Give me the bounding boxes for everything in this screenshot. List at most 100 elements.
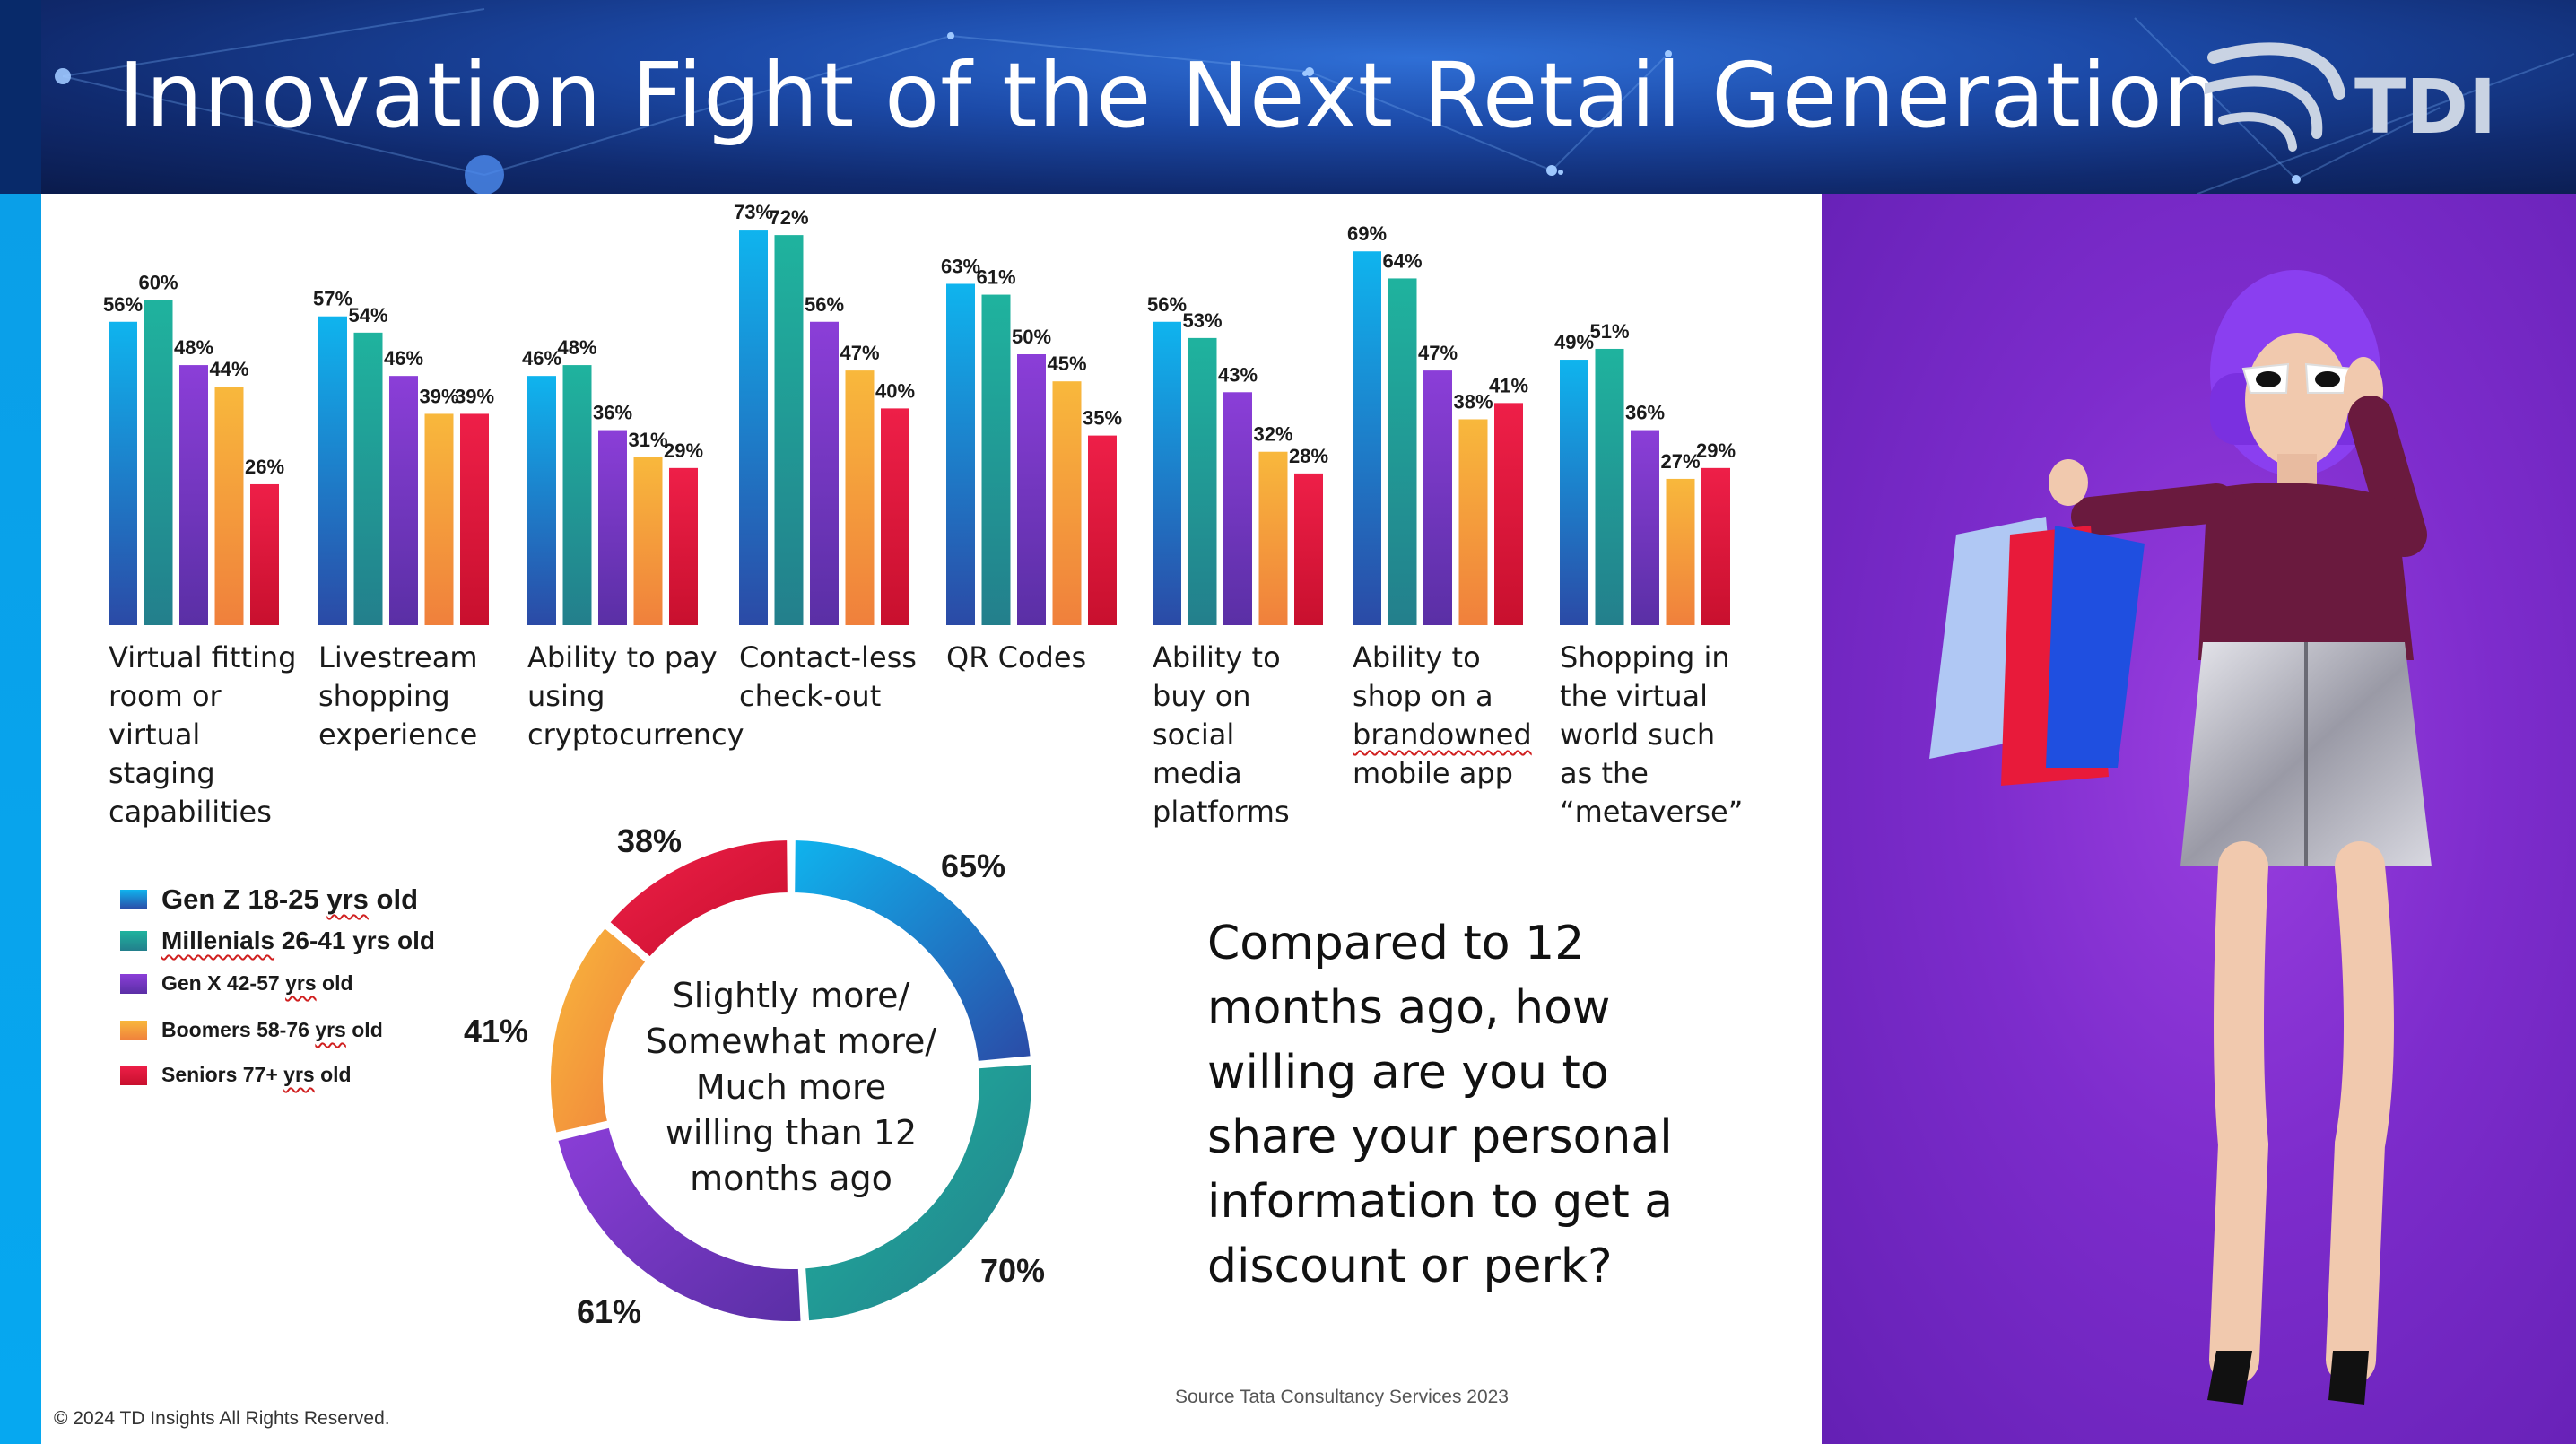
header-banner: Innovation Fight of the Next Retail Gene… [0, 0, 2576, 194]
bar-genz-6 [1353, 251, 1381, 625]
bar-boomers-4 [1052, 381, 1082, 625]
bar-value-label: 72% [769, 206, 808, 229]
category-label: Ability to pay using cryptocurrency [527, 639, 744, 754]
bar-seniors-7 [1701, 467, 1730, 625]
legend-item-genz: Gen Z 18-25 yrs old [120, 883, 418, 916]
bar-millenials-2 [562, 365, 592, 625]
category-label-line: virtual [109, 718, 201, 752]
category-label-line: QR Codes [946, 640, 1087, 674]
legend-item-boomers: Boomers 58-76 yrs old [120, 1018, 383, 1042]
category-label-line: Contact-less [739, 640, 917, 674]
donut-slice-seniors [605, 836, 791, 961]
bar-value-label: 56% [805, 293, 844, 316]
bar-value-label: 69% [1347, 222, 1387, 245]
legend-label: Gen X 42-57 yrs old [161, 971, 353, 995]
bar-genx-0 [179, 365, 208, 625]
logo-text: TDI [2354, 63, 2497, 151]
donut-chart [547, 836, 1035, 1326]
category-label-line: Livestream [318, 640, 478, 674]
legend-swatch [120, 931, 147, 951]
category-label-line: mobile app [1353, 756, 1513, 790]
category-label: Ability to shop on a brandowned mobile app [1353, 639, 1532, 793]
bar-seniors-3 [881, 408, 909, 625]
bar-millenials-3 [774, 235, 804, 625]
category-label-line: brandowned [1353, 718, 1532, 752]
bar-value-label: 38% [1453, 390, 1493, 413]
donut-center-line: months ago [690, 1159, 892, 1198]
donut-slice-genz [791, 836, 1034, 1066]
bar-value-label: 39% [455, 385, 494, 407]
bar-value-label: 53% [1182, 309, 1222, 332]
bar-value-label: 31% [628, 429, 667, 451]
category-label: Livestream shopping experience [318, 639, 477, 754]
legend-label: Gen Z 18-25 yrs old [161, 883, 419, 915]
category-label-line: Virtual fitting [109, 640, 297, 674]
category-label: QR Codes [946, 639, 1086, 677]
bar-value-label: 36% [1625, 402, 1665, 424]
bar-seniors-4 [1088, 435, 1117, 625]
category-label-line: as the [1560, 756, 1649, 790]
woman-shopping-photo [1822, 194, 2576, 1444]
bar-value-label: 47% [840, 342, 879, 364]
bar-boomers-0 [214, 387, 244, 625]
bar-genz-2 [527, 376, 556, 625]
copyright-note: © 2024 TD Insights All Rights Reserved. [54, 1408, 390, 1429]
bar-genx-4 [1017, 354, 1046, 625]
category-label-line: experience [318, 718, 478, 752]
bar-millenials-7 [1595, 348, 1624, 625]
category-label-line: Ability to [1353, 640, 1481, 674]
category-label-line: Ability to [1153, 640, 1281, 674]
category-label: Contact-less check-out [739, 639, 917, 716]
bar-value-label: 44% [209, 358, 248, 380]
bar-boomers-7 [1666, 478, 1695, 625]
bar-genx-6 [1423, 370, 1452, 625]
survey-question: Compared to 12 months ago, how willing a… [1207, 917, 1674, 1293]
bar-value-label: 40% [875, 379, 915, 402]
category-label-line: capabilities [109, 795, 272, 829]
legend-item-seniors: Seniors 77+ yrs old [120, 1063, 352, 1087]
bar-value-label: 27% [1660, 450, 1700, 473]
category-label-line: cryptocurrency [527, 718, 744, 752]
bar-value-label: 28% [1289, 445, 1328, 467]
bar-boomers-3 [845, 370, 875, 625]
bar-value-label: 46% [384, 347, 423, 370]
donut-slice-millenials [801, 1060, 1035, 1325]
bar-genz-7 [1560, 360, 1588, 625]
bar-value-label: 32% [1253, 423, 1292, 446]
bar-millenials-6 [1388, 278, 1417, 625]
bar-seniors-5 [1294, 473, 1323, 625]
bar-value-label: 29% [1696, 439, 1736, 462]
bar-boomers-6 [1458, 419, 1488, 625]
bar-value-label: 41% [1489, 374, 1528, 396]
page-title: Innovation Fight of the Next Retail Gene… [118, 43, 2222, 148]
category-label-line: social [1153, 718, 1235, 752]
category-label-line: check-out [739, 679, 882, 713]
category-label-line: using [527, 679, 605, 713]
category-label-line: room or [109, 679, 222, 713]
bar-value-label: 43% [1218, 363, 1258, 386]
bar-value-label: 26% [245, 456, 284, 478]
bar-value-label: 56% [103, 293, 143, 316]
category-label-line: the virtual [1560, 679, 1708, 713]
bar-value-label: 46% [522, 347, 561, 370]
bar-genz-5 [1153, 321, 1181, 625]
bar-value-label: 48% [557, 336, 596, 359]
legend-item-millenials: Millenials 26-41 yrs old [120, 926, 435, 955]
network-background [55, 8, 2575, 194]
category-label-line: “metaverse” [1560, 795, 1744, 829]
bar-chart: 56% 57% 46% 73% 63% 56% 69% 49% 60% 54% 48% 72% 61% 5… [103, 201, 1736, 625]
donut-center-line: Somewhat more/ [645, 1022, 937, 1061]
bar-value-label: 60% [138, 272, 178, 294]
bar-genx-3 [810, 321, 839, 625]
donut-label-genx: 61% [577, 1293, 642, 1330]
bar-value-label: 64% [1382, 249, 1422, 272]
legend-item-genx: Gen X 42-57 yrs old [120, 971, 353, 996]
category-label-line: Ability to pay [527, 640, 718, 674]
bar-seniors-6 [1494, 403, 1523, 625]
header-left-stripe [0, 0, 41, 194]
legend-swatch [120, 1065, 147, 1085]
donut-center-line: Much more [695, 1067, 887, 1107]
bar-value-label: 39% [419, 385, 458, 407]
bar-value-label: 48% [174, 336, 213, 359]
category-label-line: buy on [1153, 679, 1251, 713]
